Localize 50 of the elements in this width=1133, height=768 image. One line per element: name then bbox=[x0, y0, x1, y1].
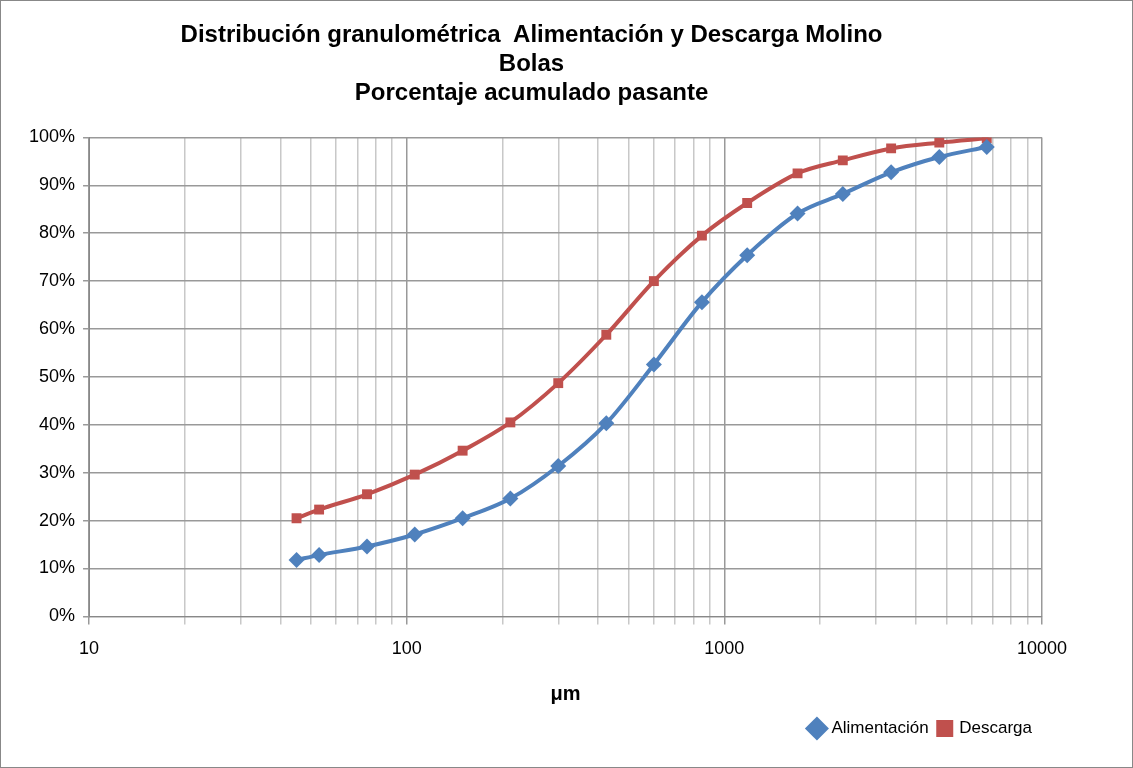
y-tick-label: 20% bbox=[39, 509, 76, 530]
point bbox=[454, 510, 471, 527]
point bbox=[696, 230, 707, 241]
text: Distribución granulométrica Alimentación y Descarga Molino bbox=[180, 20, 883, 48]
point bbox=[931, 149, 948, 166]
point bbox=[457, 445, 468, 456]
x-tick-label: 10000 bbox=[1016, 638, 1068, 659]
point bbox=[934, 137, 945, 148]
point bbox=[359, 538, 375, 555]
y-tick-label: 90% bbox=[39, 174, 76, 195]
point bbox=[792, 168, 803, 179]
point bbox=[362, 489, 372, 500]
y-tick-label: 50% bbox=[39, 365, 76, 386]
point bbox=[648, 276, 659, 287]
point bbox=[645, 356, 662, 373]
legend-label: Alimentación bbox=[831, 718, 929, 738]
point bbox=[837, 155, 848, 166]
y-tick-label: 80% bbox=[39, 222, 76, 243]
text: Porcentaje acumulado pasante bbox=[354, 77, 709, 105]
point bbox=[550, 457, 567, 474]
text: Bolas bbox=[498, 48, 565, 76]
point bbox=[406, 526, 423, 543]
point bbox=[502, 490, 519, 507]
point bbox=[978, 138, 995, 155]
y-tick-label: 10% bbox=[39, 557, 76, 578]
x-tick-label: 1000 bbox=[704, 638, 745, 659]
point bbox=[409, 469, 420, 480]
y-tick-label: 60% bbox=[39, 317, 76, 338]
y-tick-label: 0% bbox=[49, 605, 76, 626]
point bbox=[314, 504, 325, 515]
x-axis-title: μm bbox=[550, 681, 581, 704]
y-tick-label: 30% bbox=[39, 461, 76, 482]
point bbox=[311, 547, 328, 564]
point bbox=[883, 164, 900, 181]
y-tick-label: 40% bbox=[39, 413, 76, 434]
point bbox=[742, 198, 753, 208]
y-tick-label: 70% bbox=[39, 270, 76, 291]
point bbox=[886, 143, 897, 154]
x-tick-label: 100 bbox=[391, 638, 422, 659]
point bbox=[739, 247, 756, 264]
point bbox=[601, 329, 612, 340]
point bbox=[834, 185, 851, 202]
point bbox=[789, 205, 806, 222]
point bbox=[505, 417, 516, 428]
legend-label: Descarga bbox=[959, 718, 1033, 738]
x-tick-label: 10 bbox=[79, 638, 100, 659]
y-tick-label: 100% bbox=[28, 126, 76, 147]
point bbox=[693, 294, 710, 311]
point bbox=[598, 415, 615, 432]
point bbox=[553, 378, 564, 389]
